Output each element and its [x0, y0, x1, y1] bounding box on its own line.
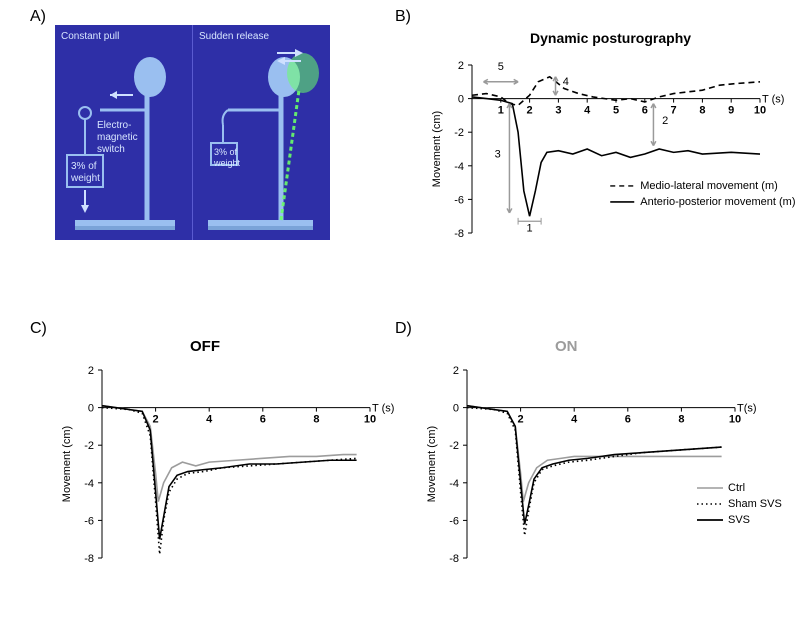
svg-text:Movement (cm): Movement (cm): [431, 111, 443, 187]
svg-text:2: 2: [453, 365, 459, 377]
svg-text:-4: -4: [84, 478, 94, 490]
svg-text:-2: -2: [449, 440, 459, 452]
svg-text:10: 10: [729, 414, 741, 426]
svg-text:4: 4: [206, 414, 213, 426]
svg-text:-8: -8: [449, 553, 459, 565]
svg-text:2: 2: [458, 60, 464, 72]
svg-text:5: 5: [613, 105, 619, 117]
panel-a-right-figure: [193, 25, 330, 240]
svg-text:-4: -4: [454, 161, 464, 173]
panel-c-title: OFF: [190, 338, 220, 355]
svg-text:3: 3: [555, 105, 561, 117]
svg-text:-8: -8: [454, 228, 464, 240]
svg-text:10: 10: [364, 414, 376, 426]
svg-text:4: 4: [571, 414, 578, 426]
panel-d-label: D): [395, 320, 412, 338]
legend-svs: SVS: [728, 514, 750, 526]
svg-text:8: 8: [699, 105, 705, 117]
svg-text:Movement (cm): Movement (cm): [426, 426, 438, 502]
panel-a-weight-label-right: 3% of weight: [214, 147, 240, 169]
svg-text:-4: -4: [449, 478, 459, 490]
svg-text:3: 3: [495, 148, 501, 160]
svg-text:T(s): T(s): [737, 403, 757, 415]
svg-text:Anterio-posterior movement (m): Anterio-posterior movement (m): [640, 196, 795, 208]
svg-text:7: 7: [671, 105, 677, 117]
panel-c-label: C): [30, 320, 47, 338]
svg-text:1: 1: [498, 105, 504, 117]
svg-text:0: 0: [458, 94, 464, 106]
svg-text:0: 0: [453, 403, 459, 415]
svg-text:-8: -8: [84, 553, 94, 565]
svg-text:-6: -6: [454, 194, 464, 206]
svg-text:8: 8: [313, 414, 319, 426]
panel-d-legend: Ctrl Sham SVS SVS: [695, 480, 795, 534]
svg-text:T (s): T (s): [762, 94, 784, 106]
svg-text:6: 6: [260, 414, 266, 426]
panel-d-title: ON: [555, 338, 578, 355]
svg-text:0: 0: [88, 403, 94, 415]
svg-text:9: 9: [728, 105, 734, 117]
panel-a-switch-label: Electro- magnetic switch: [97, 120, 138, 156]
legend-sham: Sham SVS: [728, 498, 782, 510]
svg-text:5: 5: [498, 61, 504, 73]
svg-text:-2: -2: [84, 440, 94, 452]
svg-text:6: 6: [625, 414, 631, 426]
svg-text:10: 10: [754, 105, 766, 117]
panel-b-title: Dynamic posturography: [530, 30, 691, 46]
svg-text:T (s): T (s): [372, 403, 394, 415]
svg-text:4: 4: [584, 105, 591, 117]
panel-d-chart: -8-6-4-202246810T(s)Movement (cm): [425, 360, 745, 580]
legend-ctrl: Ctrl: [728, 482, 745, 494]
svg-text:8: 8: [678, 414, 684, 426]
svg-text:-6: -6: [84, 515, 94, 527]
svg-text:6: 6: [642, 105, 648, 117]
svg-text:1: 1: [527, 222, 533, 234]
panel-a-weight-label-left: 3% of weight: [71, 161, 100, 185]
panel-c-chart: -8-6-4-202246810T (s)Movement (cm): [60, 360, 380, 580]
panel-a-illustration: Constant pull Electro- magnetic switch: [55, 25, 330, 240]
svg-text:Medio-lateral movement (m): Medio-lateral movement (m): [640, 180, 778, 192]
panel-a-label: A): [30, 8, 46, 26]
panel-b-chart: -8-6-4-20212345678910T (s)Movement (cm)1…: [430, 55, 770, 255]
svg-text:4: 4: [563, 76, 569, 88]
svg-text:-6: -6: [449, 515, 459, 527]
svg-text:2: 2: [527, 105, 533, 117]
svg-text:2: 2: [153, 414, 159, 426]
svg-text:2: 2: [518, 414, 524, 426]
svg-text:2: 2: [662, 115, 668, 127]
svg-text:-2: -2: [454, 127, 464, 139]
panel-b-label: B): [395, 8, 411, 26]
svg-text:2: 2: [88, 365, 94, 377]
svg-text:Movement (cm): Movement (cm): [61, 426, 73, 502]
